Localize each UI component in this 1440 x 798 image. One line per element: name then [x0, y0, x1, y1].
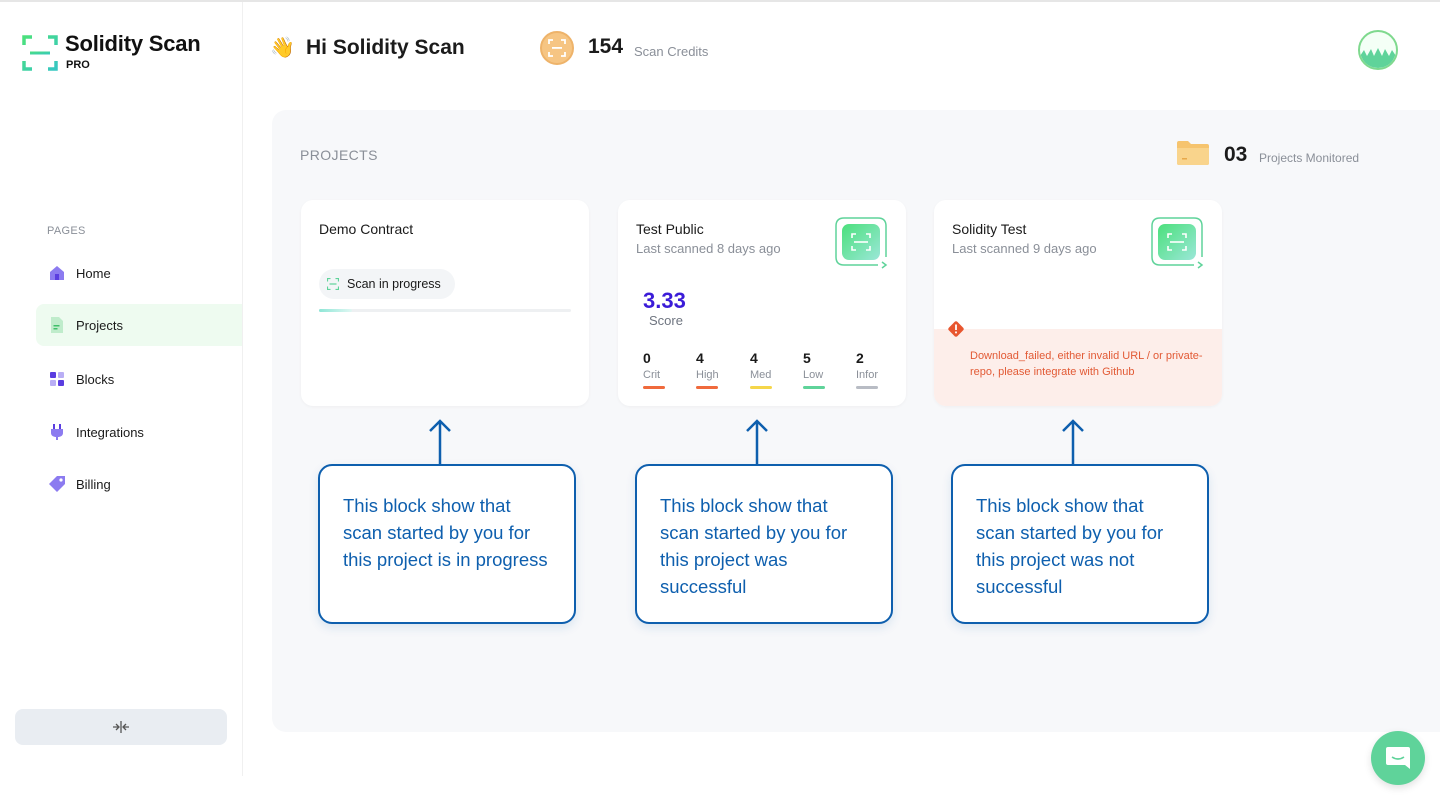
severity-label: Med [750, 369, 772, 381]
brand-name: Solidity Scan [65, 31, 201, 56]
severity-count: 4 [696, 350, 704, 366]
scan-progress-bar [319, 309, 571, 312]
chat-support-button[interactable] [1371, 731, 1425, 785]
severity-critical: 0 Crit [643, 350, 683, 389]
error-message: Download_failed, either invalid URL / or… [970, 350, 1203, 378]
last-scanned-text: Last scanned 8 days ago [636, 241, 781, 256]
tag-icon [49, 476, 65, 492]
last-scanned-text: Last scanned 9 days ago [952, 241, 1097, 256]
project-card-title: Test Public [636, 221, 704, 237]
pages-section-label: PAGES [47, 225, 86, 237]
scan-frame-icon [548, 39, 566, 57]
folder-icon [1177, 141, 1209, 165]
severity-bar [696, 386, 718, 389]
top-divider [0, 0, 1440, 2]
scan-credits-label: Scan Credits [634, 44, 709, 59]
severity-high: 4 High [696, 350, 736, 389]
severity-label: Infor [856, 369, 879, 381]
annotation-callout-not-successful: This block show that scan started by you… [951, 464, 1209, 624]
sidebar-item-blocks[interactable]: Blocks [36, 358, 242, 400]
severity-count: 4 [750, 350, 758, 366]
severity-label: Crit [643, 369, 661, 381]
sidebar-item-label: Integrations [76, 424, 144, 440]
rescan-icon[interactable] [1150, 216, 1204, 270]
severity-low: 5 Low [803, 350, 843, 389]
waving-hand-icon: 👋 [270, 37, 295, 59]
error-zone [934, 329, 1222, 406]
severity-count: 0 [643, 350, 651, 366]
projects-monitored-count: 03 [1224, 143, 1248, 166]
scan-credits-count: 154 [588, 35, 624, 58]
plug-icon [51, 424, 63, 440]
severity-count: 2 [856, 350, 864, 366]
brand-tier: PRO [66, 59, 90, 71]
score-label: Score [649, 313, 683, 328]
project-card-test-public[interactable]: Test Public Last scanned 8 days ago 3.33… [618, 200, 906, 406]
scan-credits-coin-icon [540, 31, 574, 65]
scan-status-label: Scan in progress [347, 277, 441, 291]
severity-label: Low [803, 369, 824, 381]
sidebar-item-billing[interactable]: Billing [36, 463, 242, 505]
project-card-solidity-test[interactable]: Solidity Test Last scanned 9 days ago Do… [934, 200, 1222, 406]
home-icon [50, 266, 64, 280]
severity-bar [750, 386, 772, 389]
rescan-icon[interactable] [834, 216, 888, 270]
arrow-up-icon [1062, 419, 1084, 465]
projects-monitored-label: Projects Monitored [1259, 151, 1360, 165]
greeting: Hi Solidity Scan [306, 36, 465, 59]
blocks-icon [50, 372, 64, 386]
sidebar: Solidity Scan PRO PAGES Home Projects Bl… [0, 2, 243, 776]
severity-count: 5 [803, 350, 811, 366]
arrow-up-icon [429, 419, 451, 465]
score-value: 3.33 [643, 288, 686, 313]
scan-progress-fill [319, 309, 352, 312]
severity-label: High [696, 369, 719, 381]
sidebar-item-label: Home [76, 265, 111, 281]
solidity-scan-logo-icon [22, 35, 58, 71]
avatar-image-icon [1360, 48, 1396, 68]
sidebar-item-label: Blocks [76, 371, 115, 387]
annotation-callout-successful: This block show that scan started by you… [635, 464, 893, 624]
sidebar-item-label: Billing [76, 476, 111, 492]
scan-frame-icon [327, 278, 339, 290]
severity-medium: 4 Med [750, 350, 790, 389]
project-card-title: Solidity Test [952, 221, 1027, 237]
warning-icon [948, 321, 964, 337]
project-card-title: Demo Contract [319, 221, 414, 237]
collapse-sidebar-button[interactable] [15, 709, 227, 745]
severity-bar [803, 386, 825, 389]
sidebar-item-integrations[interactable]: Integrations [36, 411, 242, 453]
collapse-icon [113, 721, 129, 733]
scan-status-chip: Scan in progress [319, 269, 455, 299]
sidebar-item-label: Projects [76, 317, 123, 333]
document-icon [51, 317, 63, 333]
project-card-demo-contract[interactable]: Demo Contract Scan in progress [301, 200, 589, 406]
sidebar-item-home[interactable]: Home [36, 252, 242, 294]
severity-bar [643, 386, 665, 389]
projects-section-title: PROJECTS [300, 147, 378, 163]
severity-informational: 2 Infor [856, 350, 896, 389]
severity-bar [856, 386, 878, 389]
chat-bubble-icon [1386, 747, 1410, 769]
annotation-callout-in-progress: This block show that scan started by you… [318, 464, 576, 624]
avatar[interactable] [1358, 30, 1398, 70]
arrow-up-icon [746, 419, 768, 465]
sidebar-item-projects[interactable]: Projects [36, 304, 242, 346]
